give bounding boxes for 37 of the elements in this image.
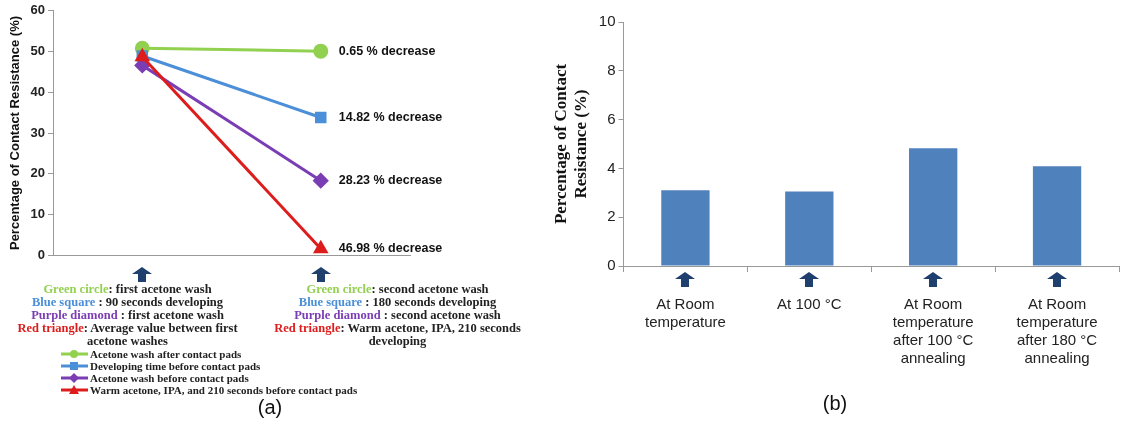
- annotation: 14.82 % decrease: [338, 109, 443, 124]
- y-tick-label: 8: [607, 60, 616, 78]
- y-tick-label: 10: [30, 206, 46, 222]
- y-tick-label: 0: [37, 246, 46, 262]
- legend-label: Developing time before contact pads: [90, 360, 261, 372]
- text: Red triangle: Warm acetone, IPA, 210 seconds developing: [274, 321, 521, 348]
- text: Blue square : 180 seconds developing: [298, 295, 497, 309]
- annotation: 46.98 % decrease: [338, 241, 443, 256]
- x-tick-label: At Room temperature after 100 °C annealing: [892, 295, 974, 367]
- y-tick-label: 50: [30, 43, 46, 59]
- y-tick-label: 2: [607, 207, 616, 225]
- text: Purple diamond : second acetone wash: [294, 308, 501, 322]
- text: (b): [821, 392, 849, 415]
- text: Red triangle: Average value between first acetone washes: [17, 321, 238, 348]
- annotation: 0.65 % decrease: [338, 43, 436, 58]
- text: Green circle: second acetone wash: [306, 282, 489, 296]
- y-tick-label: 4: [607, 158, 616, 176]
- y-tick-label: 30: [30, 124, 46, 140]
- y-tick-label: 40: [30, 83, 46, 99]
- y-tick-label: 0: [607, 256, 616, 274]
- x-tick-label: At Room temperature: [644, 295, 726, 331]
- text: Purple diamond : first acetone wash: [31, 308, 224, 322]
- annotation: 28.23 % decrease: [338, 173, 443, 188]
- y-tick-label: 6: [607, 109, 616, 127]
- legend-label: Acetone wash after contact pads: [90, 348, 242, 360]
- y-tick-label: 10: [598, 12, 616, 30]
- y-axis-title: Percentage of Contact Resistance (%): [550, 63, 590, 225]
- y-tick-label: 20: [30, 165, 46, 181]
- text: Green circle: first acetone wash: [43, 282, 212, 296]
- x-tick-label: At Room temperature after 180 °C annealing: [1016, 295, 1098, 367]
- legend-label: Acetone wash before contact pads: [90, 372, 249, 384]
- text: Blue square : 90 seconds developing: [31, 295, 224, 309]
- y-axis-title: Percentage of Contact Resistance (%): [7, 15, 23, 251]
- x-tick-label: At 100 °C: [777, 295, 842, 313]
- text: (a): [256, 396, 284, 419]
- legend-label: Warm acetone, IPA, and 210 seconds before contact pads: [90, 384, 358, 396]
- y-tick-label: 60: [30, 2, 46, 18]
